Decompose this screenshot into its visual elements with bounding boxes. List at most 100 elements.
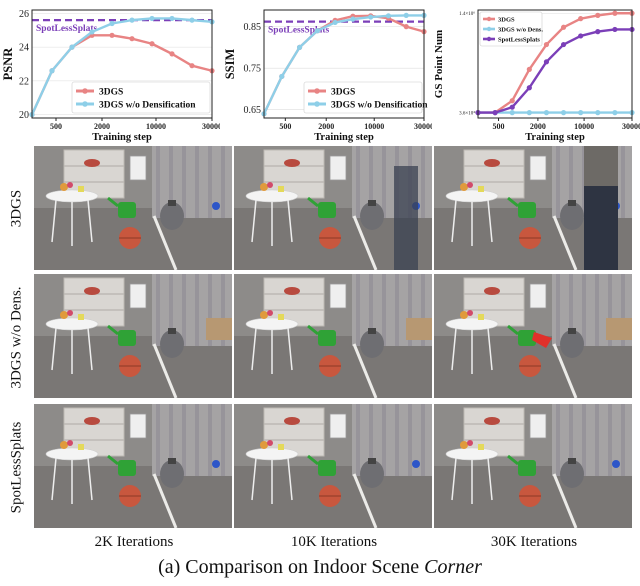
flower	[67, 440, 73, 446]
x-tick-label: 500	[50, 122, 62, 131]
curtain-fold	[208, 146, 212, 218]
vacuum	[560, 460, 584, 488]
curtain-fold	[208, 274, 212, 346]
curtain-fold	[608, 274, 612, 346]
vacuum	[560, 330, 584, 358]
vacuum-handle	[568, 328, 576, 334]
curtain-fold	[156, 404, 160, 476]
table-leg	[451, 327, 457, 371]
curtain-fold	[621, 274, 625, 346]
rendered-view-image	[34, 274, 232, 398]
red-object	[84, 159, 100, 167]
data-point	[560, 41, 567, 48]
psnr-chart-svg: 20 22 24 26 SpotLessSplats 500 2000 10000 30000 T…	[1, 9, 220, 143]
data-point	[509, 98, 515, 104]
data-point	[526, 85, 532, 91]
data-point	[578, 16, 584, 22]
curtain-fold	[608, 404, 612, 476]
y-tick-label: 3.6×10⁴	[459, 111, 475, 117]
data-point	[595, 12, 601, 18]
watering-can	[118, 330, 136, 346]
table-leg	[51, 457, 57, 501]
rendered-view-image	[234, 274, 432, 398]
table-leg	[251, 457, 257, 501]
legend-label: 3DGS	[331, 88, 355, 98]
table-leg	[451, 199, 457, 243]
table-leg	[251, 199, 257, 243]
watering-can-spout	[307, 324, 319, 336]
red-object	[284, 417, 300, 425]
y-tick-label: 20	[19, 110, 29, 121]
legend-label: 3DGS w/o Densification	[99, 101, 196, 111]
flower	[67, 182, 73, 188]
legend-box	[479, 11, 543, 47]
x-axis-label: Training step	[92, 132, 152, 143]
watering-can	[518, 202, 536, 218]
legend-marker	[486, 26, 492, 32]
table-leg	[487, 457, 493, 501]
vacuum	[160, 202, 184, 230]
curtain-fold	[556, 274, 560, 346]
y-tick-label: 1.4×10⁶	[459, 11, 475, 17]
yellow-cup	[278, 444, 284, 450]
x-axis-label: Training step	[314, 132, 374, 143]
round-table	[445, 447, 499, 461]
table-leg	[287, 327, 293, 371]
data-point	[350, 16, 356, 22]
watering-can-spout	[107, 196, 119, 208]
data-point	[578, 110, 584, 116]
floor-tape	[152, 215, 178, 270]
table-leg	[87, 327, 93, 371]
floor-tape	[152, 343, 178, 398]
rendered-view	[234, 146, 432, 270]
data-point	[149, 15, 155, 22]
rendered-view-image	[234, 404, 432, 528]
flower	[267, 182, 273, 188]
series-line	[262, 14, 424, 115]
vacuum-handle	[368, 328, 376, 334]
wall-picture	[129, 283, 147, 309]
data-point	[169, 15, 175, 22]
watering-can	[118, 460, 136, 476]
watering-can-spout	[507, 324, 519, 336]
row-label-3dgs: 3DGS	[0, 146, 34, 270]
legend-box	[303, 81, 423, 114]
flower	[467, 440, 473, 446]
cabinet	[206, 318, 232, 340]
rendered-view-image	[434, 146, 632, 270]
vacuum	[160, 330, 184, 358]
table-leg	[87, 457, 93, 501]
data-point	[526, 66, 532, 72]
series-line	[478, 12, 632, 114]
data-point	[612, 26, 618, 33]
vacuum-handle	[168, 458, 176, 464]
x-tick-label: 2000	[530, 122, 546, 131]
rendered-view	[34, 404, 232, 528]
flower	[67, 310, 73, 316]
data-point	[189, 17, 195, 23]
legend-marker	[314, 88, 320, 94]
point-count-chart: 3.6×10⁴ 1.4×10⁶ 500 2000 10000 30000 Training …	[432, 0, 640, 145]
curtain-fold	[356, 404, 360, 476]
table-leg	[487, 199, 493, 243]
psnr-chart: 20 22 24 26 SpotLessSplats 500 2000 10000 30000 T…	[0, 0, 220, 145]
curtain-fold	[182, 146, 186, 218]
caption-prefix: (a) Comparison on Indoor Scene	[158, 556, 425, 578]
flower	[267, 310, 273, 316]
red-object	[484, 417, 500, 425]
flower	[60, 441, 68, 449]
person-shirt	[584, 146, 618, 186]
y-tick-label: 0.75	[244, 64, 262, 75]
data-point	[109, 20, 115, 27]
curtain-fold	[195, 146, 199, 218]
curtain-fold	[369, 146, 373, 218]
table-leg	[251, 327, 257, 371]
table-leg	[287, 199, 293, 243]
curtain-fold	[421, 274, 425, 346]
plot-frame	[263, 9, 425, 119]
rendered-view	[34, 274, 232, 398]
yellow-cup	[278, 186, 284, 192]
yellow-cup	[478, 186, 484, 192]
y-tick-label: 26	[19, 9, 29, 20]
reference-label: SpotLessSplats	[36, 24, 98, 34]
